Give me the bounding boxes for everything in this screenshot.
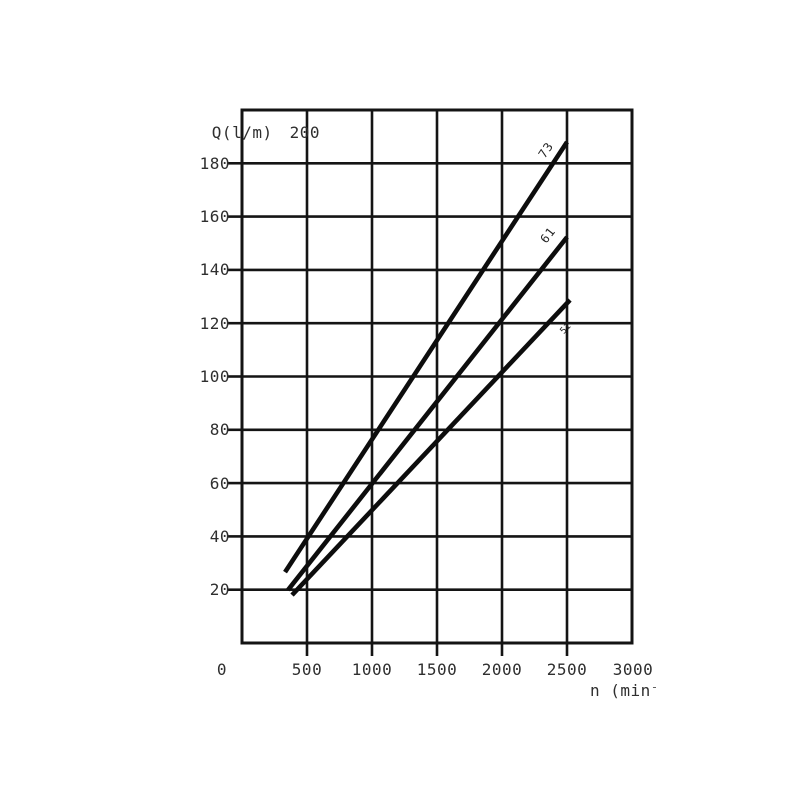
y-tick-label-140: 140 (199, 260, 230, 280)
series-line-73 (283, 140, 569, 574)
figure-clip: Q(l/m) 200 n (min⁻ 0 500 1000 1500 2000 2500 30… (151, 104, 656, 700)
series-line-61 (286, 235, 569, 592)
x-tick-label-1500: 1500 (416, 660, 458, 679)
y-axis-title-text: Q(l/m) (211, 123, 273, 142)
y-tick-label-100: 100 (199, 367, 230, 386)
y-tick-label-40: 40 (209, 526, 230, 546)
x-tick-label-2500: 2500 (546, 660, 588, 679)
x-tick-label-500: 500 (291, 660, 323, 679)
x-tick-label-3000: 3000 (612, 660, 654, 679)
series-line-51 (290, 298, 572, 597)
x-tick-label-2000: 2000 (481, 660, 523, 679)
x-tick-label-0: 0 (216, 660, 228, 679)
y-tick-label-180: 180 (199, 153, 230, 173)
y-tick-label-20: 20 (209, 580, 230, 600)
y-axis-top-tick-label: 200 (289, 123, 320, 142)
x-axis-title: n (min⁻ (590, 681, 656, 700)
y-axis-title: Q(l/m) 200 (151, 104, 320, 161)
plot-area (228, 108, 634, 656)
x-tick-label-1000: 1000 (351, 660, 393, 679)
y-tick-label-60: 60 (209, 473, 230, 493)
y-tick-label-80: 80 (209, 420, 230, 440)
y-tick-label-120: 120 (199, 313, 230, 333)
y-tick-label-160: 160 (199, 207, 230, 227)
